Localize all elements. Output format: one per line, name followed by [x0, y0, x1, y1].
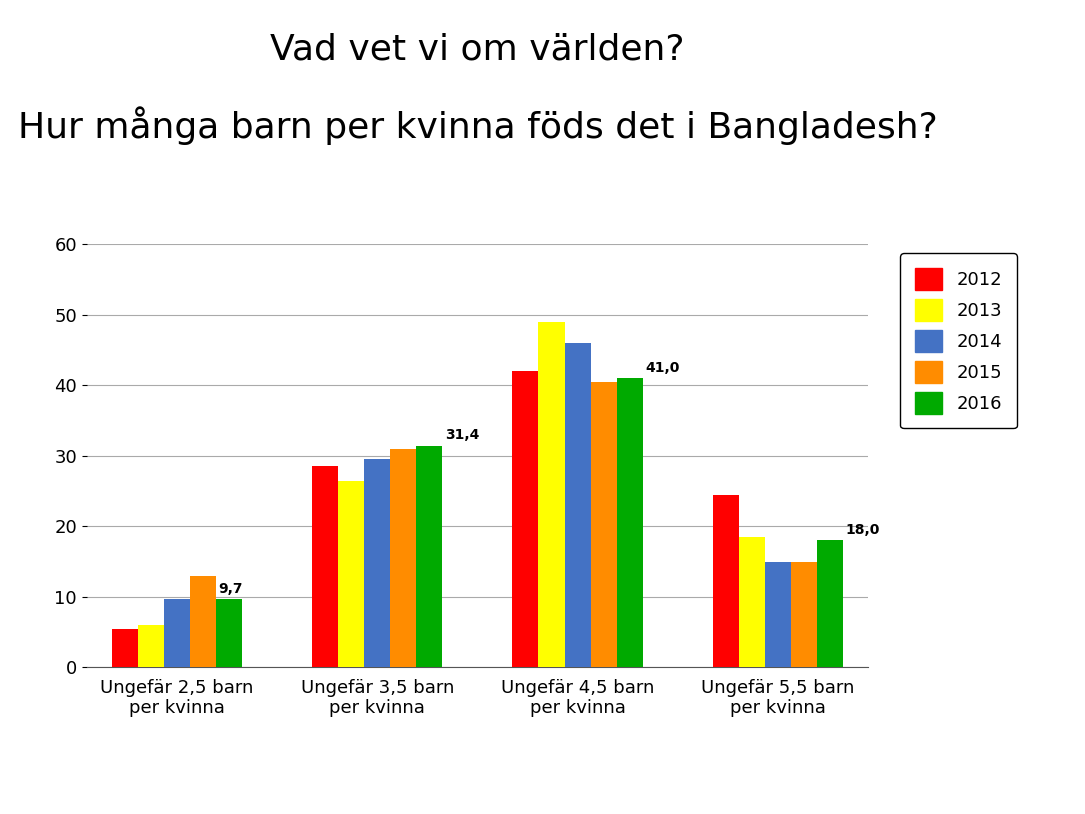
Bar — [365, 459, 391, 667]
Bar — [590, 382, 616, 667]
Legend: 2012, 2013, 2014, 2015, 2016: 2012, 2013, 2014, 2015, 2016 — [901, 253, 1017, 428]
Bar — [817, 540, 843, 667]
Bar — [112, 628, 138, 667]
Bar — [138, 625, 164, 667]
Bar — [564, 343, 590, 667]
Bar — [713, 495, 739, 667]
Bar — [216, 599, 242, 667]
Text: Hur många barn per kvinna föds det i Bangladesh?: Hur många barn per kvinna föds det i Ban… — [17, 106, 937, 145]
Bar — [512, 371, 538, 667]
Bar — [616, 379, 642, 667]
Bar — [417, 446, 443, 667]
Text: 31,4: 31,4 — [445, 428, 480, 443]
Bar — [791, 562, 817, 667]
Text: Vad vet vi om världen?: Vad vet vi om världen? — [270, 33, 685, 67]
Bar — [538, 322, 564, 667]
Bar — [391, 449, 417, 667]
Bar — [739, 537, 765, 667]
Bar — [164, 599, 190, 667]
Bar — [312, 466, 339, 667]
Text: 9,7: 9,7 — [218, 581, 243, 596]
Bar — [765, 562, 791, 667]
Bar — [190, 575, 216, 667]
Text: 41,0: 41,0 — [646, 361, 679, 374]
Bar — [339, 480, 365, 667]
Text: 18,0: 18,0 — [845, 523, 880, 537]
